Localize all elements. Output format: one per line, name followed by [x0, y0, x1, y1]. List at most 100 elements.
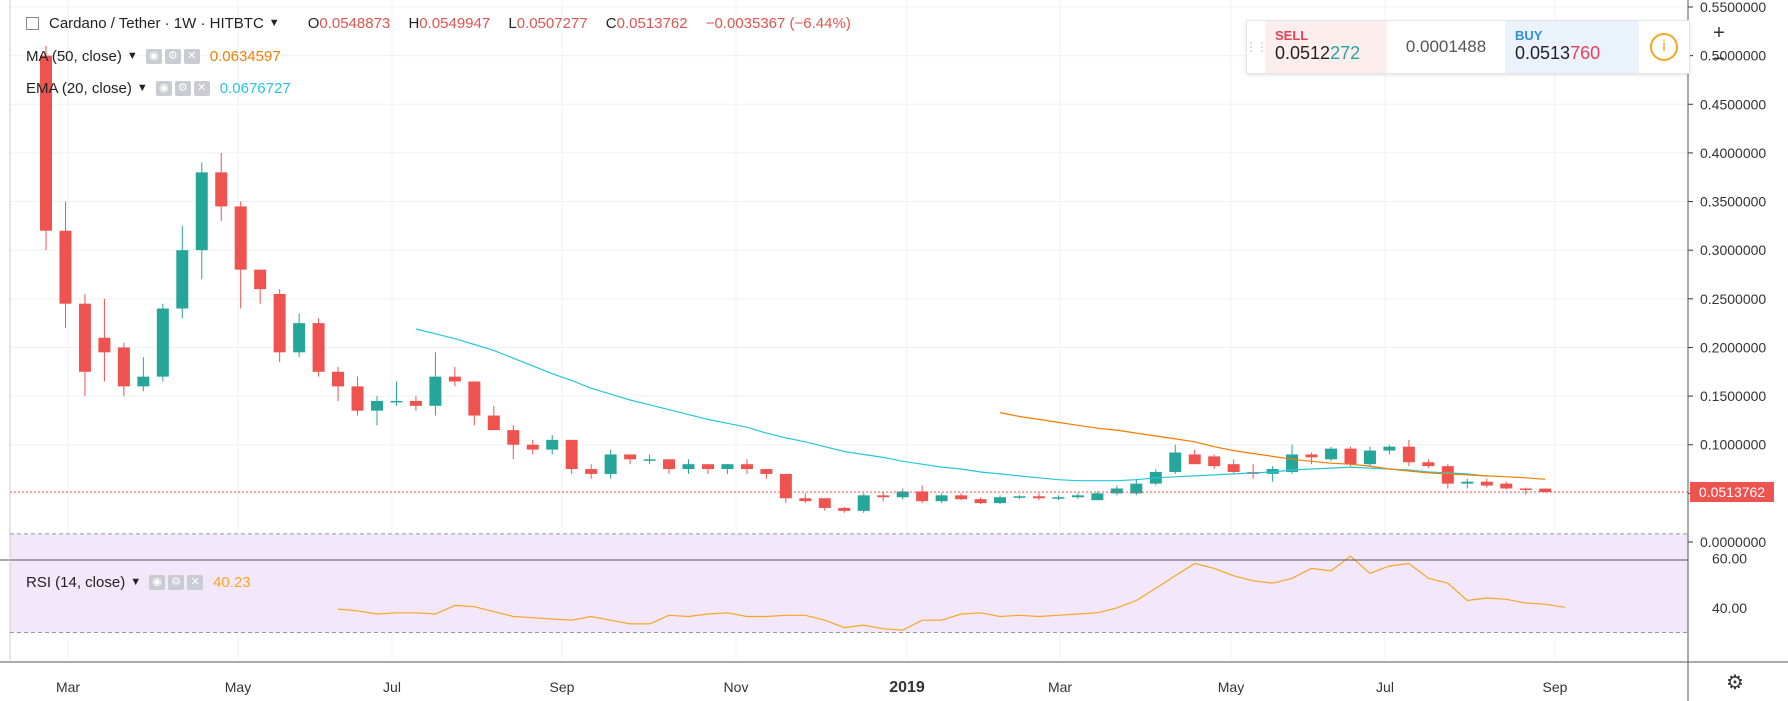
candle	[293, 313, 306, 358]
ma-label[interactable]: MA (50, close)	[26, 47, 122, 65]
candle-body	[1480, 481, 1493, 486]
time-tick-label: Nov	[724, 679, 749, 695]
candle-body	[974, 499, 987, 504]
close-icon[interactable]: ✕	[183, 48, 200, 64]
candle-body	[585, 469, 598, 474]
candle-body	[779, 473, 792, 499]
price-tick-label: 0.1500000	[1700, 388, 1766, 404]
zoom-in-button[interactable]: +	[1713, 22, 1725, 44]
candle	[838, 506, 851, 513]
chevron-down-icon[interactable]: ▼	[126, 50, 138, 62]
ema-label[interactable]: EMA (20, close)	[26, 79, 132, 97]
candle-body	[1013, 496, 1026, 498]
candle	[1422, 459, 1435, 469]
candle-body	[448, 376, 461, 382]
candle-body	[176, 250, 189, 309]
candle-body	[565, 439, 578, 470]
candle-body	[1500, 483, 1513, 489]
price-tick-label: 0.5500000	[1700, 0, 1766, 15]
price-axis[interactable]: 0.00000000.05000000.10000000.15000000.20…	[1688, 0, 1766, 616]
candle-body	[955, 495, 968, 500]
rsi-label[interactable]: RSI (14, close)	[26, 573, 126, 591]
candle-body	[546, 439, 559, 450]
candle-body	[740, 464, 753, 470]
candle	[740, 459, 753, 474]
candle	[1539, 488, 1552, 493]
info-button[interactable]: i	[1639, 21, 1689, 73]
candle	[916, 485, 929, 504]
candle-body	[1188, 454, 1201, 465]
candle	[1208, 454, 1221, 470]
ma-line	[999, 412, 1546, 480]
candle	[1110, 485, 1123, 496]
candle	[1305, 452, 1318, 465]
candle	[1325, 446, 1338, 462]
rsi-tick-label: 60.00	[1712, 551, 1747, 567]
candle	[1169, 444, 1182, 474]
chevron-down-icon[interactable]: ▼	[268, 17, 280, 29]
candle	[624, 454, 637, 465]
price-tick-label: 0.3000000	[1700, 242, 1766, 258]
high-label: H	[408, 14, 420, 32]
eye-icon[interactable]: ◉	[155, 80, 172, 96]
close-icon[interactable]: ✕	[193, 80, 210, 96]
candle	[351, 376, 364, 416]
candle	[156, 303, 169, 382]
candle-body	[604, 454, 617, 474]
candle-body	[1422, 462, 1435, 467]
candle-body	[994, 497, 1007, 504]
buy-label: BUY	[1515, 28, 1543, 43]
candle	[1441, 464, 1454, 489]
low-label: L	[508, 14, 517, 32]
candle	[98, 298, 111, 382]
candle-body	[1539, 488, 1552, 493]
candle	[137, 357, 150, 392]
candle-body	[1169, 452, 1182, 472]
chevron-down-icon[interactable]: ▼	[130, 576, 142, 588]
gear-icon[interactable]: ⚙	[174, 80, 191, 96]
candle-body	[254, 269, 267, 290]
buy-button[interactable]: BUY 0.0513760	[1505, 21, 1639, 73]
candle-body	[390, 400, 403, 403]
time-tick-label: Mar	[1048, 679, 1072, 695]
symbol-title[interactable]: Cardano / Tether · 1W · HITBTC	[49, 14, 264, 32]
time-tick-label: 2019	[889, 679, 925, 696]
close-icon[interactable]: ✕	[187, 574, 204, 590]
rsi-tick-label: 40.00	[1712, 600, 1747, 616]
candle-body	[293, 323, 306, 353]
time-tick-label: May	[1218, 679, 1244, 695]
sell-button[interactable]: SELL 0.0512272	[1265, 21, 1387, 73]
candle	[818, 498, 831, 511]
zoom-out-button[interactable]: −	[1713, 48, 1725, 70]
candle	[1363, 446, 1376, 467]
candle	[1266, 466, 1279, 482]
drag-handle-icon[interactable]: ⋮⋮	[1245, 40, 1268, 54]
candle-body	[643, 459, 656, 461]
candle-body	[682, 464, 695, 470]
candle	[721, 464, 734, 474]
candle	[565, 439, 578, 474]
trade-widget: ⋮⋮ SELL 0.0512272 0.0001488 BUY 0.051376…	[1245, 20, 1690, 74]
candle	[1402, 439, 1415, 467]
settings-gear-icon[interactable]: ⚙	[1726, 672, 1744, 694]
candle-body	[838, 507, 851, 511]
candle	[974, 497, 987, 505]
eye-icon[interactable]: ◉	[145, 48, 162, 64]
candle	[1130, 478, 1143, 496]
gear-icon[interactable]: ⚙	[168, 574, 185, 590]
gear-icon[interactable]: ⚙	[164, 48, 181, 64]
collapse-toggle-icon[interactable]	[26, 16, 39, 30]
price-tick-label: 0.3500000	[1700, 194, 1766, 210]
eye-icon[interactable]: ◉	[149, 574, 166, 590]
candle	[857, 493, 870, 513]
candle-body	[215, 172, 228, 207]
candle-body	[701, 464, 714, 470]
time-axis[interactable]: Mar May Jul Sep Nov 2019 Mar May Jul Sep	[56, 679, 1568, 696]
candle-body	[156, 308, 169, 377]
candle-body	[40, 55, 52, 231]
candle	[40, 45, 52, 251]
candle	[176, 225, 189, 319]
candle	[701, 464, 714, 474]
chevron-down-icon[interactable]: ▼	[136, 82, 148, 94]
